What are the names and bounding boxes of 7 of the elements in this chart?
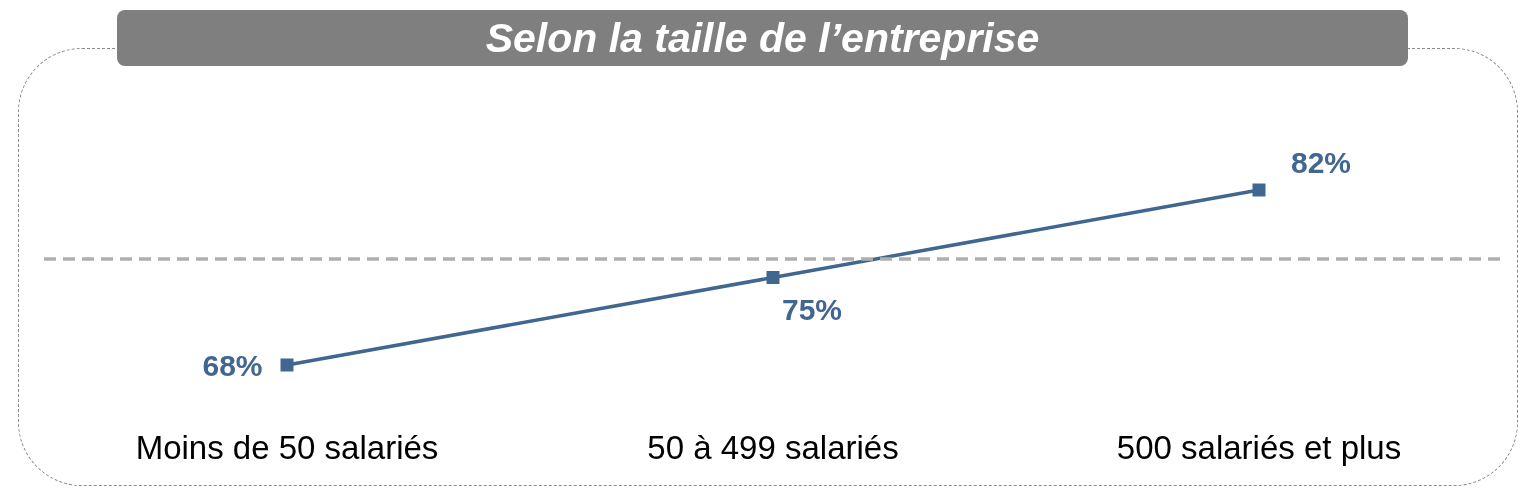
data-label: 75% [781,292,843,326]
data-label: 68% [202,348,263,382]
data-label: 82% [1290,146,1352,179]
x-tick-label: Moins de 50 salariés [135,429,439,466]
chart-title: Selon la taille de l’entreprise [485,15,1040,61]
x-tick-label: 50 à 499 salariés [647,429,899,466]
x-tick-label: 500 salariés et plus [1116,429,1402,466]
